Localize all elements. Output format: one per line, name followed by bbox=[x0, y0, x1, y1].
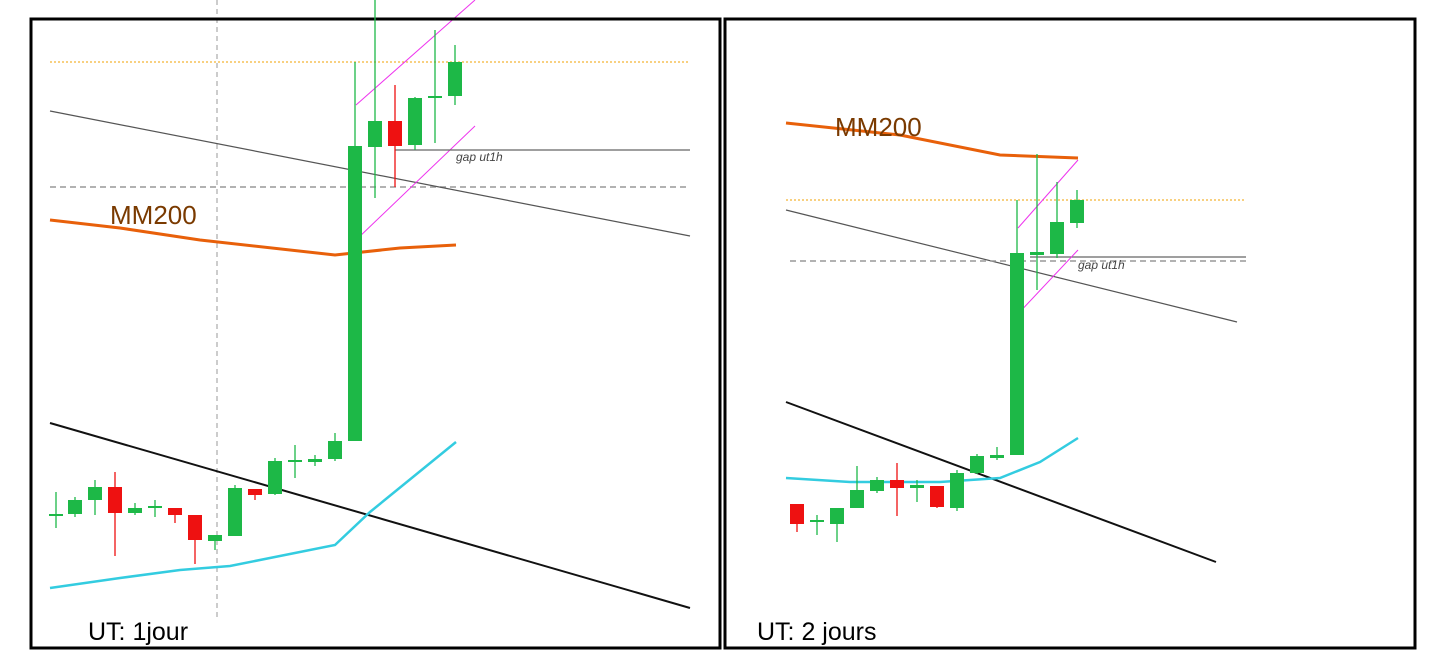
gap-label: gap ut1h bbox=[456, 150, 503, 164]
candle-body bbox=[970, 456, 984, 473]
candle-body bbox=[990, 455, 1004, 458]
candle-body bbox=[830, 508, 844, 524]
candle-body bbox=[790, 504, 804, 524]
ma200-line bbox=[49, 218, 457, 257]
candle-body bbox=[388, 121, 402, 146]
trend-line bbox=[49, 422, 691, 609]
candle-body bbox=[108, 487, 122, 513]
candle-body bbox=[88, 487, 102, 500]
ma-label: MM200 bbox=[835, 112, 922, 142]
ma-label: MM200 bbox=[110, 200, 197, 230]
candle-body bbox=[328, 441, 342, 459]
candle-body bbox=[910, 485, 924, 488]
candle-body bbox=[870, 480, 884, 491]
candle-body bbox=[348, 146, 362, 441]
candle-body bbox=[850, 490, 864, 508]
candle-body bbox=[68, 500, 82, 514]
panel-1: MM200 gap ut1h UT: 1jour bbox=[29, 0, 722, 650]
candle-body bbox=[810, 520, 824, 522]
candle-body bbox=[268, 461, 282, 494]
candle-body bbox=[1070, 200, 1084, 223]
panel-2: MM200 gap ut1h UT: 2 jours bbox=[723, 17, 1417, 650]
trend-line bbox=[785, 401, 1217, 563]
candle-body bbox=[168, 508, 182, 515]
caption: UT: 2 jours bbox=[757, 618, 876, 646]
ma-line bbox=[49, 441, 457, 590]
candle-body bbox=[890, 480, 904, 488]
candle-body bbox=[248, 489, 262, 495]
candle-body bbox=[930, 486, 944, 507]
candle-body bbox=[308, 459, 322, 462]
candle-body bbox=[228, 488, 242, 536]
candle-body bbox=[950, 473, 964, 508]
candle-body bbox=[288, 460, 302, 462]
candle-body bbox=[49, 514, 63, 516]
candle-body bbox=[148, 506, 162, 508]
candle-body bbox=[1010, 253, 1024, 455]
candle-body bbox=[408, 98, 422, 145]
candle-body bbox=[208, 535, 222, 541]
candle-body bbox=[448, 62, 462, 96]
candle-body bbox=[188, 515, 202, 540]
channel-line bbox=[355, 125, 476, 241]
gap-label: gap ut1h bbox=[1078, 258, 1125, 272]
candle-body bbox=[368, 121, 382, 147]
trend-line bbox=[49, 110, 691, 237]
candle-body bbox=[1030, 252, 1044, 255]
ma-line bbox=[785, 436, 1079, 484]
candle-body bbox=[428, 96, 442, 98]
channel-line bbox=[1017, 159, 1079, 229]
panel-border bbox=[723, 17, 1417, 650]
ma200-line bbox=[785, 121, 1079, 160]
caption: UT: 1jour bbox=[88, 618, 188, 646]
candle-body bbox=[128, 508, 142, 513]
channel-line bbox=[1015, 249, 1079, 317]
candle-body bbox=[1050, 222, 1064, 254]
